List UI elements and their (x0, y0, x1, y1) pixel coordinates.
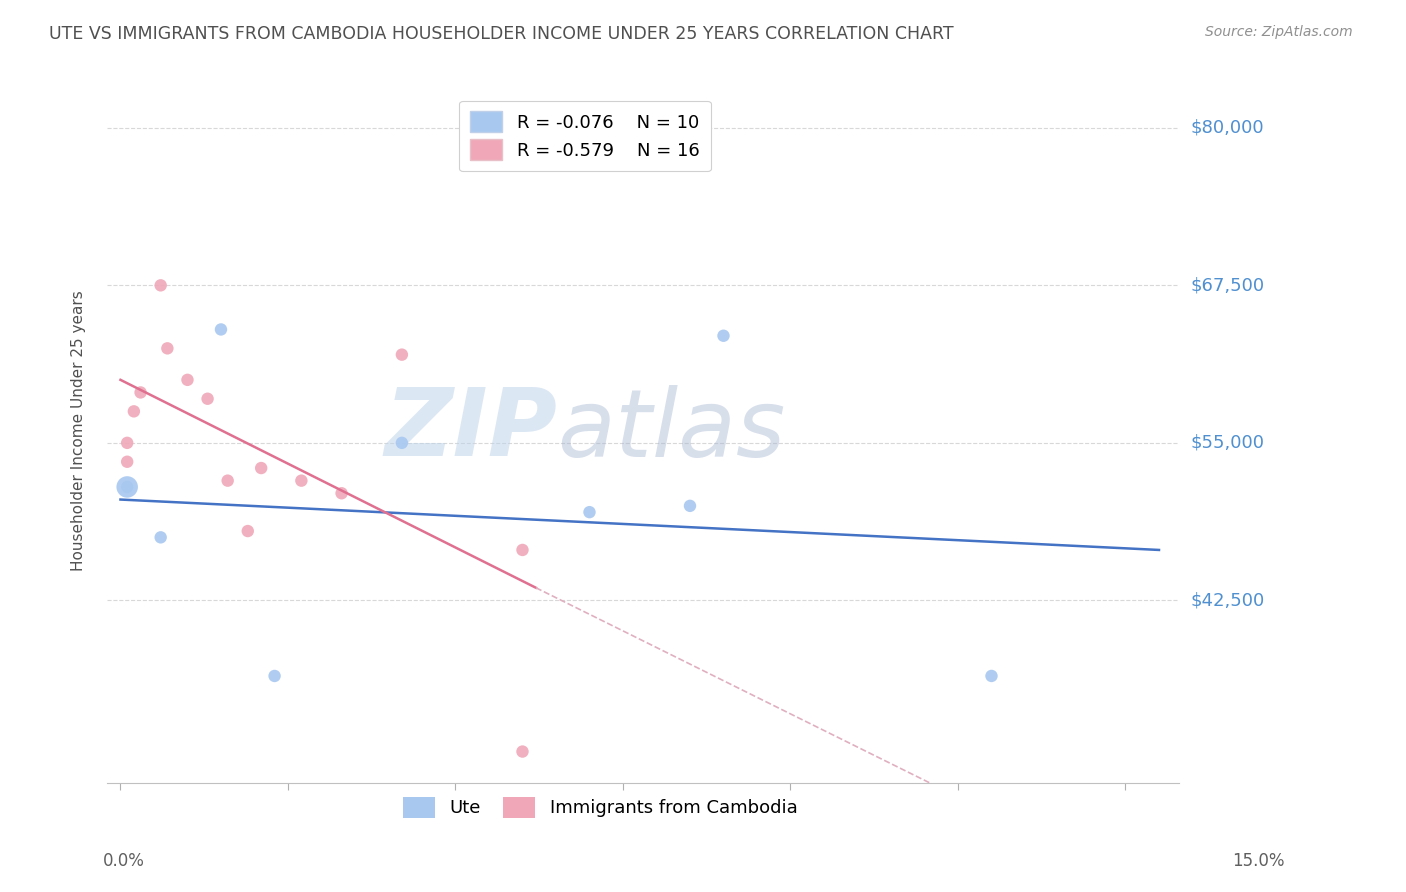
Text: $67,500: $67,500 (1191, 277, 1264, 294)
Text: atlas: atlas (557, 384, 786, 475)
Point (250, 461, 273, 475)
Point (391, 348, 413, 362)
Point (115, 480, 138, 494)
Point (980, 669, 1002, 683)
Point (330, 486, 353, 500)
Point (149, 278, 172, 293)
Point (156, 342, 179, 356)
Text: $42,500: $42,500 (1191, 591, 1264, 609)
Point (176, 373, 198, 387)
Point (236, 524, 259, 538)
Text: 15.0%: 15.0% (1232, 852, 1285, 870)
Point (391, 435, 413, 450)
Text: UTE VS IMMIGRANTS FROM CAMBODIA HOUSEHOLDER INCOME UNDER 25 YEARS CORRELATION CH: UTE VS IMMIGRANTS FROM CAMBODIA HOUSEHOL… (49, 25, 953, 43)
Legend: Ute, Immigrants from Cambodia: Ute, Immigrants from Cambodia (395, 789, 804, 825)
Point (115, 435, 138, 450)
Point (209, 322, 232, 336)
Point (149, 530, 172, 544)
Point (263, 669, 285, 683)
Text: 0.0%: 0.0% (103, 852, 145, 870)
Point (197, 392, 219, 406)
Text: ZIP: ZIP (384, 384, 557, 476)
Point (713, 328, 735, 343)
Point (115, 480, 138, 494)
Text: $80,000: $80,000 (1191, 119, 1264, 136)
Text: $55,000: $55,000 (1191, 434, 1264, 452)
Point (512, 543, 534, 558)
Point (512, 745, 534, 759)
Y-axis label: Householder Income Under 25 years: Householder Income Under 25 years (72, 290, 86, 571)
Point (578, 505, 600, 519)
Point (217, 474, 239, 488)
Text: Source: ZipAtlas.com: Source: ZipAtlas.com (1205, 25, 1353, 39)
Point (129, 385, 152, 400)
Point (122, 404, 145, 418)
Point (679, 499, 702, 513)
Point (290, 474, 312, 488)
Point (115, 455, 138, 469)
